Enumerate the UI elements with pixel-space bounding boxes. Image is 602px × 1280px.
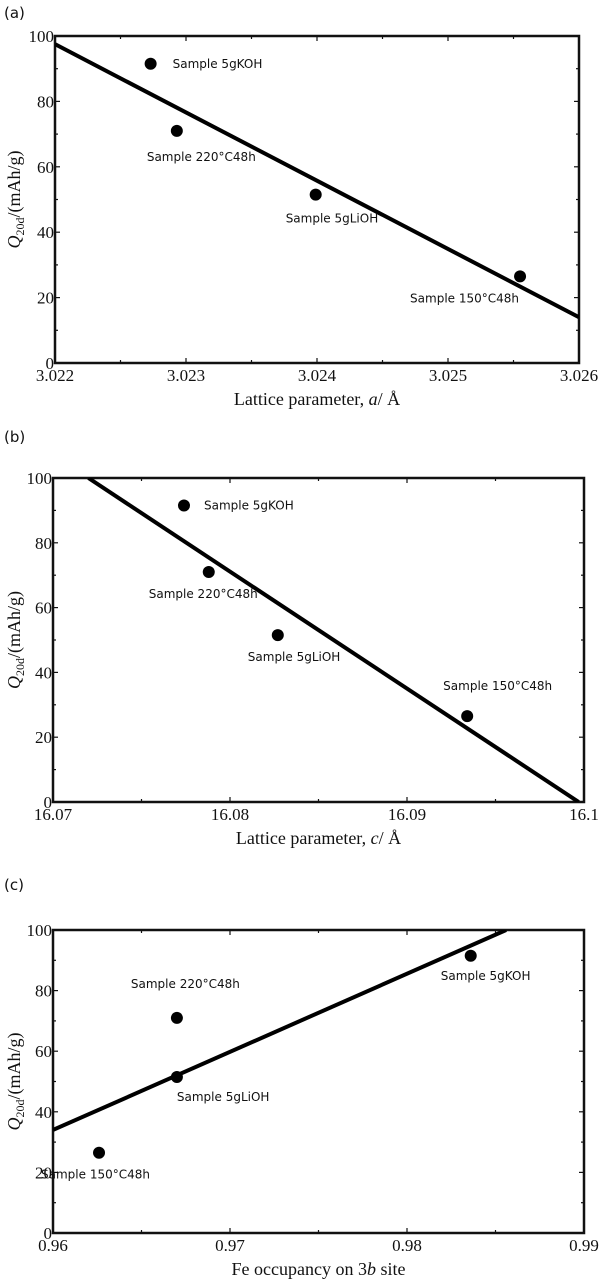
data-point [309, 188, 322, 201]
fit-line [53, 930, 507, 1132]
panel-label-b: (b) [4, 428, 26, 446]
x-tick-label: 16.08 [211, 805, 249, 824]
fit-line [87, 478, 580, 802]
y-axis-title: Q20d/(mAh/g) [4, 151, 27, 249]
chart-c: 0.96 0.97 0.98 0.99 0 20 40 60 80 100 Fe occupancy… [4, 921, 599, 1279]
data-point [464, 949, 477, 962]
data-point-label: Sample 220°C48h [149, 587, 258, 601]
x-tick-label: 3.026 [560, 366, 598, 385]
y-tick-label: 20 [37, 289, 54, 308]
data-point [170, 1011, 183, 1024]
y-tick-label: 40 [35, 1103, 52, 1122]
data-point-label: Sample 5gLiOH [248, 650, 341, 664]
data-point [514, 270, 527, 283]
x-tick-label: 3.025 [429, 366, 467, 385]
fit-line [55, 42, 579, 319]
data-point-label: Sample 220°C48h [131, 977, 240, 991]
y-tick-label: 60 [35, 599, 52, 618]
x-axis-title: Lattice parameter, a/ Å [234, 389, 400, 409]
x-tick-label: 3.024 [298, 366, 337, 385]
y-tick-label: 40 [35, 663, 52, 682]
panel-label-a: (a) [4, 4, 25, 22]
x-tick-label: 3.023 [167, 366, 205, 385]
data-point [93, 1146, 106, 1159]
data-point [177, 499, 190, 512]
y-tick-label: 20 [35, 728, 52, 747]
x-tick-label: 16.1 [569, 805, 599, 824]
data-point [144, 57, 157, 70]
x-tick-label: 0.97 [215, 1236, 245, 1255]
data-point [170, 1070, 183, 1083]
y-tick-label: 80 [35, 982, 52, 1001]
y-axis-title: Q20d/(mAh/g) [4, 591, 27, 689]
plot-frame [51, 928, 586, 1235]
x-tick-label: 16.09 [388, 805, 426, 824]
data-point-label: Sample 5gLiOH [177, 1090, 270, 1104]
data-point [170, 124, 183, 137]
data-point-label: Sample 5gLiOH [286, 212, 379, 226]
y-axis-title: Q20d/(mAh/g) [4, 1033, 27, 1131]
data-point [202, 565, 215, 578]
x-axis-title: Lattice parameter, c/ Å [236, 828, 401, 848]
plot-frame [53, 34, 581, 365]
chart-a: 3.022 3.023 3.024 3.025 3.026 0 20 40 60 80 100 Lat… [4, 27, 598, 409]
data-point [271, 629, 284, 642]
x-tick-label: 0.96 [38, 1236, 68, 1255]
plot-frame [51, 476, 586, 804]
data-point-label: Sample 150°C48h [41, 1168, 150, 1182]
y-tick-label: 0 [46, 354, 55, 373]
data-point-label: Sample 220°C48h [147, 150, 256, 164]
y-tick-label: 60 [35, 1042, 52, 1061]
chart-b: 16.07 16.08 16.09 16.1 0 20 40 60 80 100 Lattice p… [4, 469, 599, 848]
y-tick-label: 100 [27, 921, 53, 940]
x-tick-label: 0.98 [392, 1236, 422, 1255]
data-point [461, 710, 474, 723]
y-tick-label: 40 [37, 223, 54, 242]
y-tick-label: 80 [35, 534, 52, 553]
x-tick-label: 0.99 [569, 1236, 599, 1255]
x-tick-label: 3.022 [36, 366, 74, 385]
x-axis-title: Fe occupancy on 3b site [232, 1259, 406, 1279]
data-point-label: Sample 150°C48h [443, 679, 552, 693]
y-tick-label: 0 [44, 793, 53, 812]
x-tick-label: 16.07 [34, 805, 73, 824]
y-tick-label: 80 [37, 92, 54, 111]
y-tick-label: 100 [29, 27, 55, 46]
data-point-label: Sample 5gKOH [173, 57, 263, 71]
data-point-label: Sample 150°C48h [410, 291, 519, 305]
data-point-label: Sample 5gKOH [204, 499, 294, 513]
panel-label-c: (c) [4, 876, 24, 894]
data-point-label: Sample 5gKOH [441, 969, 531, 983]
y-tick-label: 0 [44, 1224, 53, 1243]
y-tick-label: 100 [27, 469, 53, 488]
y-tick-label: 60 [37, 158, 54, 177]
y-tick-label: 20 [35, 1163, 52, 1182]
